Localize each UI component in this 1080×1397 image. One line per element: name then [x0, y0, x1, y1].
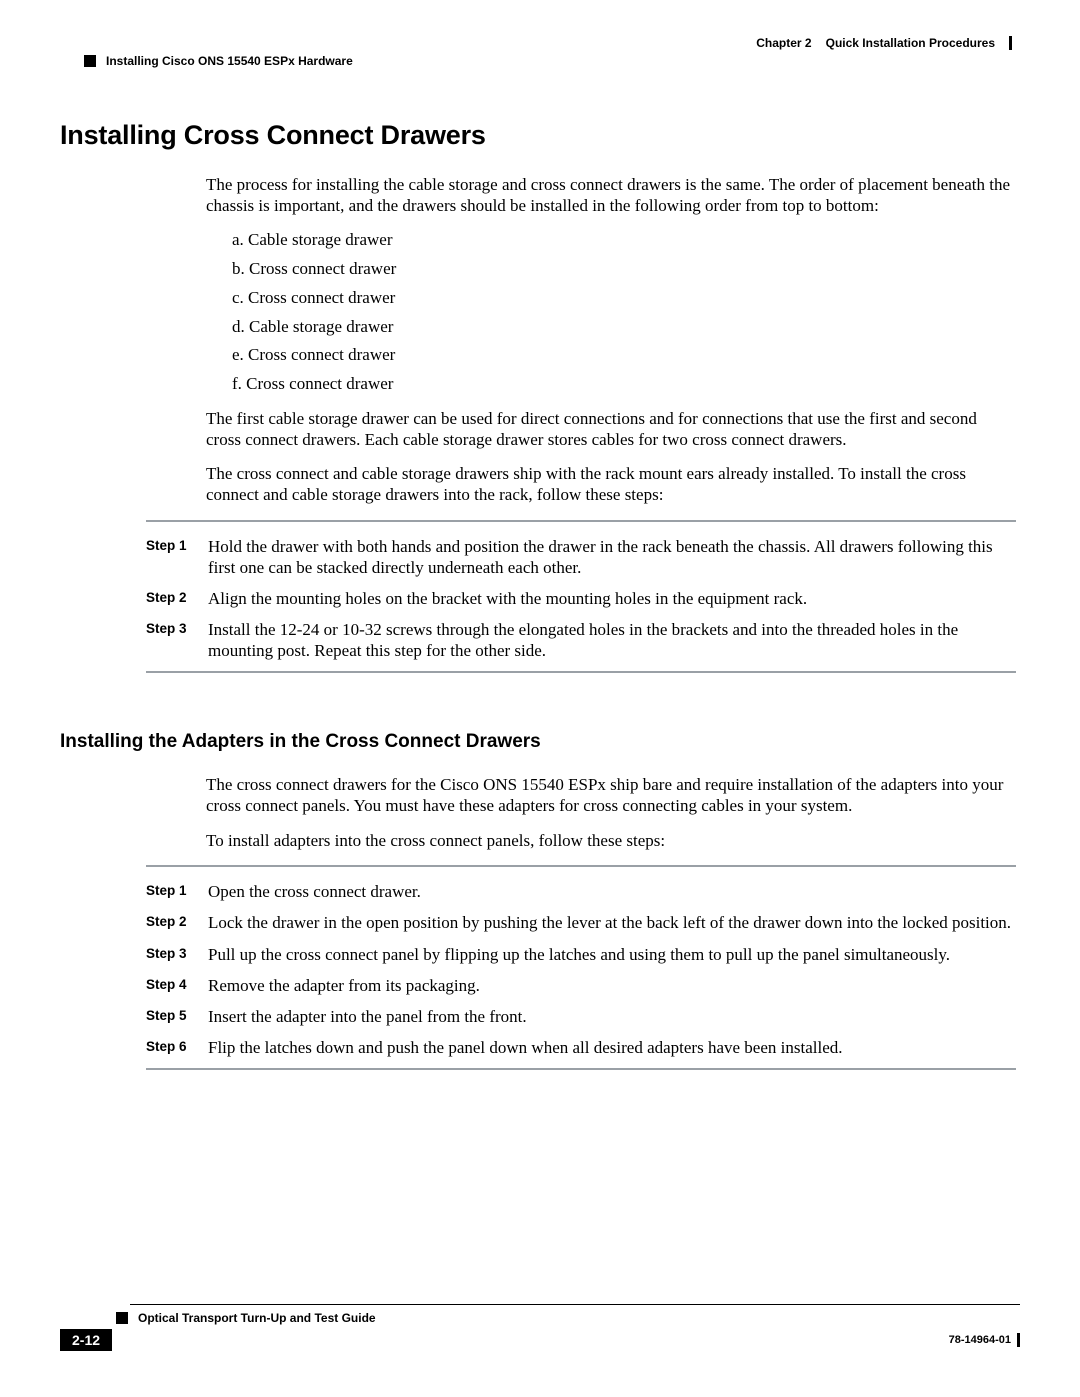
paragraph: The cross connect and cable storage draw… — [206, 464, 1016, 505]
header-left: Installing Cisco ONS 15540 ESPx Hardware — [84, 54, 353, 68]
step-label: Step 2 — [146, 588, 190, 609]
footer-title-row: Optical Transport Turn-Up and Test Guide — [116, 1311, 1020, 1325]
step-row: Step 4 Remove the adapter from its packa… — [146, 975, 1016, 996]
list-item: e. Cross connect drawer — [232, 345, 1016, 366]
step-row: Step 1 Open the cross connect drawer. — [146, 881, 1016, 902]
step-text: Remove the adapter from its packaging. — [208, 975, 1016, 996]
chapter-label: Chapter 2 — [756, 36, 811, 50]
step-text: Flip the latches down and push the panel… — [208, 1037, 1016, 1058]
list-item: f. Cross connect drawer — [232, 374, 1016, 395]
steps-rule-top — [146, 520, 1016, 522]
subsection-steps: Step 1 Open the cross connect drawer. St… — [146, 865, 1016, 1069]
page-content: Installing Cross Connect Drawers The pro… — [60, 120, 1020, 1084]
step-row: Step 5 Insert the adapter into the panel… — [146, 1006, 1016, 1027]
step-row: Step 1 Hold the drawer with both hands a… — [146, 536, 1016, 578]
step-row: Step 6 Flip the latches down and push th… — [146, 1037, 1016, 1058]
step-text: Install the 12-24 or 10-32 screws throug… — [208, 619, 1016, 661]
doc-number: 78-14964-01 — [949, 1334, 1011, 1346]
section-title: Installing Cross Connect Drawers — [60, 120, 1020, 151]
list-item: a. Cable storage drawer — [232, 230, 1016, 251]
subsection-body: The cross connect drawers for the Cisco … — [206, 775, 1016, 851]
step-row: Step 2 Align the mounting holes on the b… — [146, 588, 1016, 609]
step-text: Lock the drawer in the open position by … — [208, 912, 1016, 933]
page-number: 2-12 — [60, 1329, 112, 1351]
paragraph: The cross connect drawers for the Cisco … — [206, 775, 1016, 816]
footer-guide-title: Optical Transport Turn-Up and Test Guide — [138, 1311, 376, 1325]
section-steps: Step 1 Hold the drawer with both hands a… — [146, 520, 1016, 673]
page-header: Chapter 2 Quick Installation Procedures … — [60, 36, 1020, 60]
step-row: Step 2 Lock the drawer in the open posit… — [146, 912, 1016, 933]
step-text: Insert the adapter into the panel from t… — [208, 1006, 1016, 1027]
intro-paragraph: The process for installing the cable sto… — [206, 175, 1016, 216]
chapter-title: Quick Installation Procedures — [826, 36, 995, 50]
step-label: Step 1 — [146, 881, 190, 902]
section-body: The process for installing the cable sto… — [206, 175, 1016, 506]
breadcrumb: Installing Cisco ONS 15540 ESPx Hardware — [106, 54, 353, 68]
header-square-icon — [84, 55, 96, 67]
paragraph: The first cable storage drawer can be us… — [206, 409, 1016, 450]
step-label: Step 3 — [146, 619, 190, 661]
header-right: Chapter 2 Quick Installation Procedures — [756, 36, 1012, 50]
steps-rule-bottom — [146, 671, 1016, 673]
header-bar-icon — [1009, 36, 1012, 50]
footer-bar-icon — [1017, 1333, 1020, 1347]
step-label: Step 3 — [146, 944, 190, 965]
footer-bottom-row: 2-12 78-14964-01 — [60, 1329, 1020, 1351]
steps-rule-top — [146, 865, 1016, 867]
doc-number-wrap: 78-14964-01 — [949, 1333, 1020, 1347]
step-row: Step 3 Pull up the cross connect panel b… — [146, 944, 1016, 965]
list-item: b. Cross connect drawer — [232, 259, 1016, 280]
footer-rule — [130, 1304, 1020, 1305]
page-footer: Optical Transport Turn-Up and Test Guide… — [60, 1304, 1020, 1351]
list-item: d. Cable storage drawer — [232, 317, 1016, 338]
steps-rule-bottom — [146, 1068, 1016, 1070]
subsection-title: Installing the Adapters in the Cross Con… — [60, 731, 1020, 753]
step-label: Step 5 — [146, 1006, 190, 1027]
footer-square-icon — [116, 1312, 128, 1324]
step-label: Step 6 — [146, 1037, 190, 1058]
step-text: Open the cross connect drawer. — [208, 881, 1016, 902]
paragraph: To install adapters into the cross conne… — [206, 831, 1016, 852]
step-text: Pull up the cross connect panel by flipp… — [208, 944, 1016, 965]
list-item: c. Cross connect drawer — [232, 288, 1016, 309]
step-text: Align the mounting holes on the bracket … — [208, 588, 1016, 609]
step-text: Hold the drawer with both hands and posi… — [208, 536, 1016, 578]
step-label: Step 1 — [146, 536, 190, 578]
order-list: a. Cable storage drawer b. Cross connect… — [232, 230, 1016, 394]
step-label: Step 2 — [146, 912, 190, 933]
step-label: Step 4 — [146, 975, 190, 996]
step-row: Step 3 Install the 12-24 or 10-32 screws… — [146, 619, 1016, 661]
